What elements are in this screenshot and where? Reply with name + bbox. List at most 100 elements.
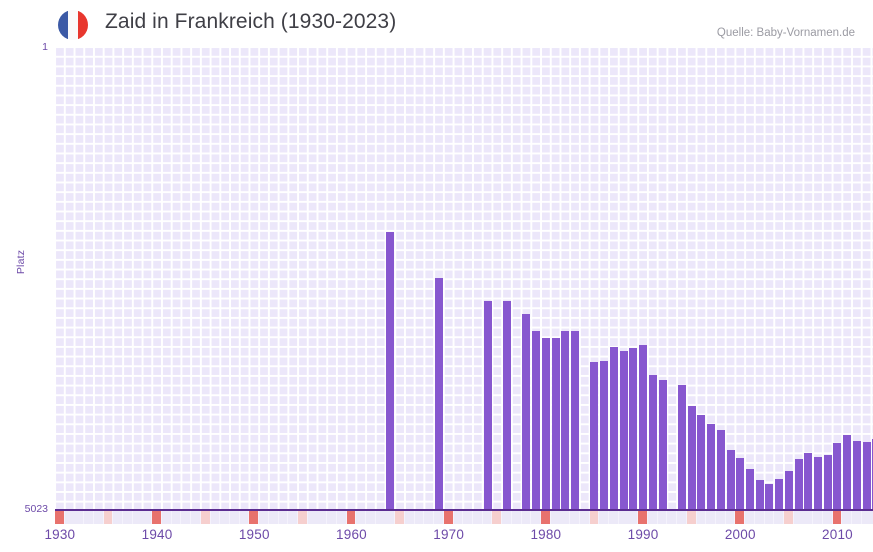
year-marker (754, 511, 764, 524)
year-marker-half-decade (686, 511, 696, 524)
bar (386, 232, 395, 510)
year-marker (307, 511, 317, 524)
year-marker (852, 511, 861, 524)
year-marker (84, 511, 93, 524)
bar (687, 406, 696, 510)
bar (483, 300, 492, 510)
year-marker-decade (443, 511, 453, 524)
bar (658, 379, 667, 510)
bar (862, 442, 871, 510)
year-marker (424, 511, 434, 524)
bar (639, 344, 648, 510)
year-marker-strip (55, 511, 873, 524)
year-marker (366, 511, 375, 524)
year-marker (74, 511, 84, 524)
year-marker-half-decade (395, 511, 404, 524)
bar (609, 347, 618, 510)
year-marker (142, 511, 152, 524)
year-marker (647, 511, 657, 524)
year-marker-half-decade (298, 511, 307, 524)
year-marker (531, 511, 541, 524)
year-marker (813, 511, 822, 524)
year-marker-half-decade (200, 511, 210, 524)
year-marker (268, 511, 278, 524)
year-marker (220, 511, 230, 524)
year-marker (861, 511, 871, 524)
year-marker (327, 511, 336, 524)
y-axis-title: Platz (15, 249, 27, 275)
year-marker (842, 511, 852, 524)
year-marker-half-decade (103, 511, 113, 524)
year-marker (288, 511, 298, 524)
y-axis-tick-label-top: 1 (42, 41, 48, 53)
year-marker (871, 511, 873, 524)
year-marker (317, 511, 327, 524)
x-axis-tick-label: 2000 (724, 527, 756, 542)
year-marker (793, 511, 803, 524)
year-marker (521, 511, 531, 524)
bar (619, 351, 628, 510)
year-marker-decade (638, 511, 647, 524)
year-marker (356, 511, 366, 524)
year-marker-half-decade (784, 511, 793, 524)
year-marker (774, 511, 784, 524)
bar (551, 338, 560, 510)
year-marker (725, 511, 735, 524)
year-marker (657, 511, 667, 524)
year-marker (259, 511, 268, 524)
year-marker-half-decade (589, 511, 599, 524)
year-marker (803, 511, 813, 524)
bar (833, 443, 842, 510)
year-marker (453, 511, 463, 524)
year-marker (599, 511, 609, 524)
x-axis-tick-label: 1940 (141, 527, 173, 542)
year-marker (336, 511, 346, 524)
bar (590, 361, 599, 510)
bar (561, 331, 570, 510)
year-marker (570, 511, 579, 524)
bar (755, 480, 764, 510)
chart-header: Zaid in Frankreich (1930-2023) Quelle: B… (0, 0, 873, 44)
year-marker (482, 511, 492, 524)
year-marker (113, 511, 123, 524)
year-marker (385, 511, 395, 524)
year-marker (210, 511, 220, 524)
bar (814, 456, 823, 510)
bar (532, 330, 541, 510)
grid-lines (55, 47, 873, 510)
x-axis-tick-label: 1970 (433, 527, 465, 542)
year-marker (618, 511, 628, 524)
year-marker (404, 511, 414, 524)
year-marker (414, 511, 424, 524)
year-marker-decade (55, 511, 64, 524)
year-marker (278, 511, 288, 524)
bar (745, 469, 754, 510)
source-label: Quelle: Baby-Vornamen.de (716, 27, 855, 39)
bar (648, 375, 657, 510)
year-marker (434, 511, 443, 524)
year-marker (132, 511, 142, 524)
year-marker (511, 511, 521, 524)
x-axis-tick-label: 1990 (627, 527, 659, 542)
year-marker (229, 511, 239, 524)
x-axis-tick-label: 1930 (44, 527, 76, 542)
bar (707, 424, 716, 510)
year-marker (715, 511, 725, 524)
year-marker (472, 511, 482, 524)
year-marker (579, 511, 589, 524)
year-marker (375, 511, 385, 524)
year-marker-decade (735, 511, 745, 524)
y-axis-tick-label-bottom: 5023 (24, 503, 48, 515)
bar (804, 452, 813, 510)
year-marker (550, 511, 560, 524)
bar (697, 414, 706, 510)
year-marker-decade (346, 511, 356, 524)
year-marker (764, 511, 774, 524)
bar (600, 361, 609, 510)
year-marker (822, 511, 832, 524)
plot-area (55, 47, 873, 510)
bar (765, 483, 774, 510)
bar (541, 338, 550, 510)
bar (434, 278, 443, 510)
year-marker (560, 511, 570, 524)
